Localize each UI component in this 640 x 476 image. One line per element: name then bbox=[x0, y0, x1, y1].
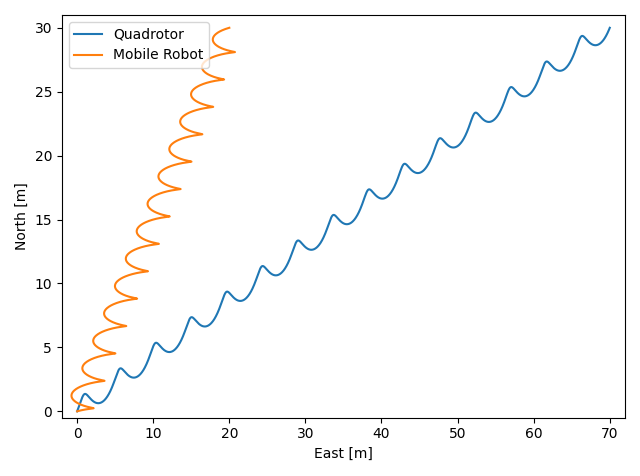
Legend: Quadrotor, Mobile Robot: Quadrotor, Mobile Robot bbox=[69, 22, 209, 68]
X-axis label: East [m]: East [m] bbox=[314, 447, 373, 461]
Quadrotor bbox=[606, 25, 614, 30]
Mobile Robot bbox=[74, 408, 81, 414]
Line: Mobile Robot: Mobile Robot bbox=[72, 28, 235, 411]
Mobile Robot bbox=[225, 25, 233, 30]
Mobile Robot bbox=[134, 225, 142, 230]
Quadrotor bbox=[131, 375, 139, 380]
Quadrotor bbox=[275, 272, 283, 278]
Mobile Robot bbox=[68, 394, 76, 399]
Quadrotor bbox=[296, 239, 304, 245]
Mobile Robot bbox=[214, 43, 221, 49]
Quadrotor bbox=[74, 408, 81, 414]
Quadrotor bbox=[593, 42, 600, 48]
Mobile Robot bbox=[214, 43, 221, 49]
Mobile Robot bbox=[148, 239, 156, 245]
Quadrotor bbox=[161, 348, 169, 354]
Mobile Robot bbox=[195, 107, 203, 112]
Y-axis label: North [m]: North [m] bbox=[15, 182, 29, 250]
Line: Quadrotor: Quadrotor bbox=[77, 28, 610, 411]
Quadrotor bbox=[538, 69, 545, 74]
